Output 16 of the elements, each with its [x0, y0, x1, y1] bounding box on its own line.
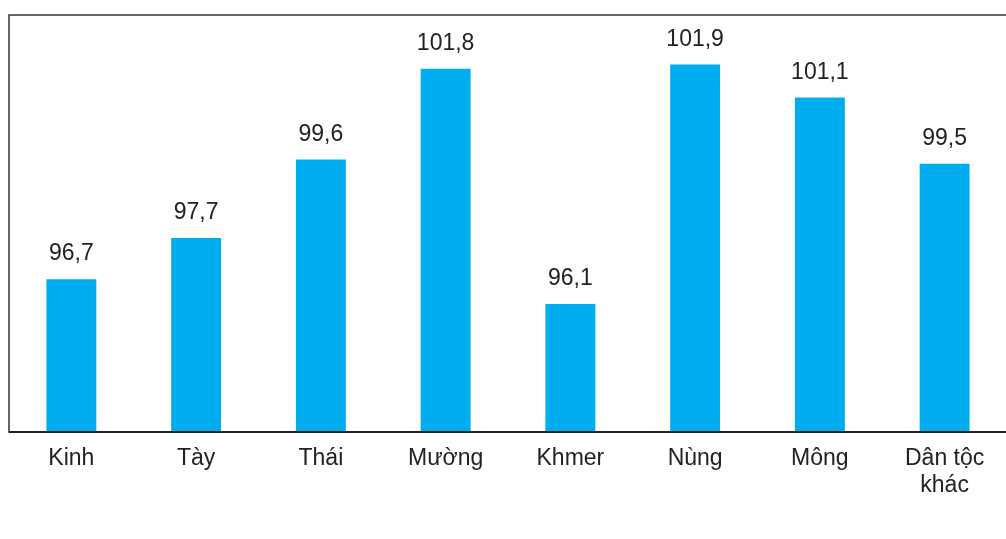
x-tick-label: Mông — [791, 443, 849, 470]
data-label: 96,7 — [48, 239, 94, 266]
x-tick-label: Mường — [408, 443, 484, 470]
data-label: 101,9 — [666, 24, 724, 51]
x-tick-label: Khmer — [536, 443, 605, 470]
x-tick-label: Tày — [176, 443, 216, 470]
data-label: 99,5 — [922, 123, 968, 150]
x-tick-label: Dân tộc khác — [904, 443, 985, 497]
x-tick-label: Nùng — [667, 443, 723, 470]
x-tick-label: Thái — [298, 443, 344, 470]
data-label: 101,1 — [791, 57, 849, 84]
data-label: 96,1 — [547, 264, 593, 291]
data-label: 97,7 — [173, 197, 219, 224]
data-label: 101,8 — [416, 28, 475, 55]
data-label: 99,6 — [298, 119, 344, 146]
x-tick-label: Kinh — [48, 443, 95, 470]
